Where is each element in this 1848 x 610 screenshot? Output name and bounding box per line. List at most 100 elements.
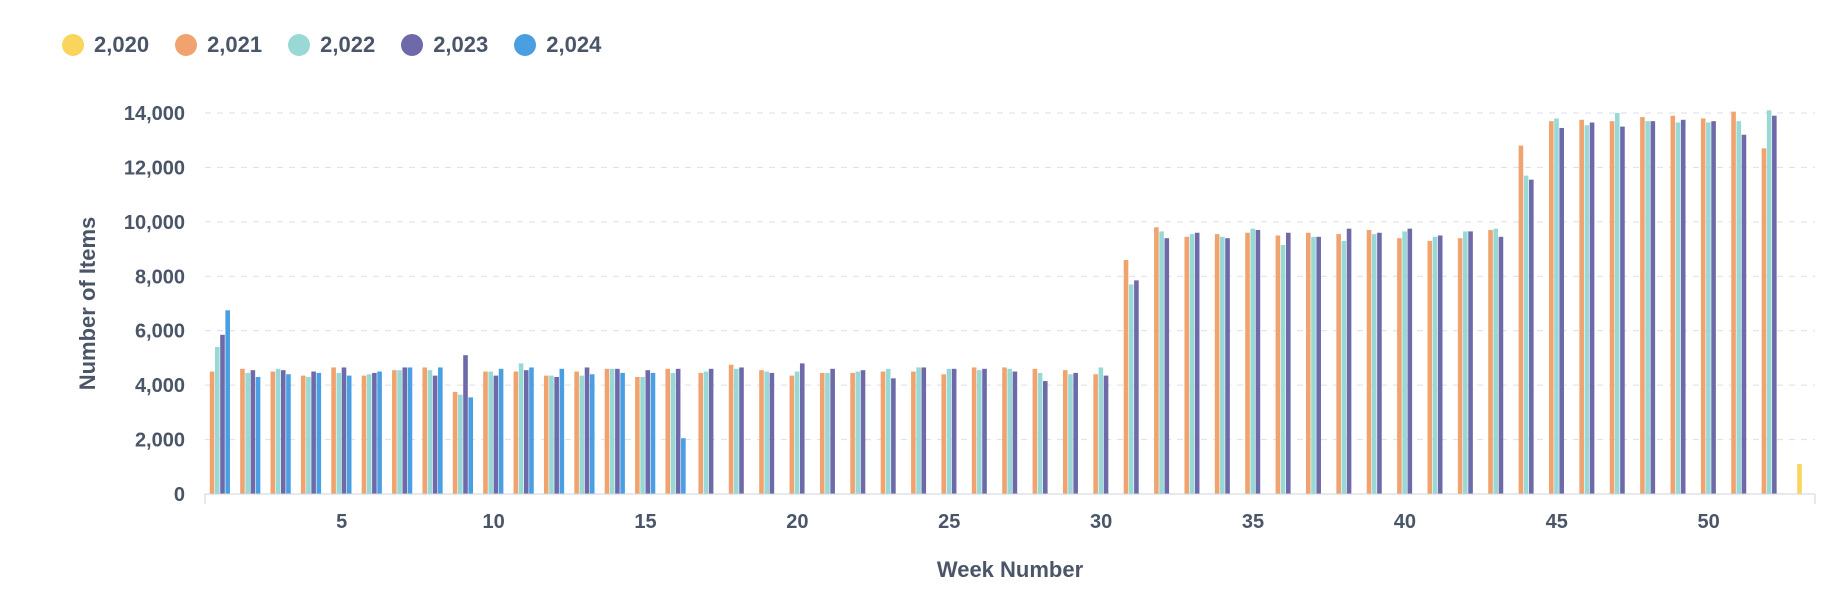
bar (1245, 232, 1250, 494)
bar (574, 371, 579, 494)
x-tick-label: 25 (938, 511, 960, 533)
bar (799, 363, 805, 494)
bar (1037, 372, 1043, 494)
bar (543, 375, 549, 494)
bar (1402, 231, 1407, 494)
bar (361, 375, 367, 494)
bar (609, 368, 615, 494)
legend-swatch (514, 34, 537, 56)
bar (422, 367, 428, 494)
bar (789, 375, 795, 494)
bar (1194, 232, 1200, 494)
bar (1123, 259, 1129, 494)
bar (739, 367, 744, 494)
bar (529, 367, 534, 494)
bar (911, 371, 916, 494)
bar (463, 355, 468, 494)
bar (432, 375, 438, 494)
bar (209, 371, 215, 494)
bar (523, 370, 529, 494)
bar (825, 372, 830, 494)
axes: 0 2,000 4,000 6,000 8,000 10,000 12,000 14,000 5… (124, 103, 1816, 533)
bar (498, 368, 504, 494)
bar (635, 376, 640, 494)
bar (1614, 113, 1620, 494)
y-tick-label: 6,000 (135, 321, 185, 343)
bar (1371, 234, 1377, 494)
legend-swatch (175, 34, 198, 56)
bar (1488, 230, 1493, 494)
bar (1164, 238, 1170, 494)
bar (488, 371, 493, 494)
bar (1377, 232, 1382, 494)
bar (1068, 374, 1073, 494)
bar (977, 370, 982, 494)
bar (604, 368, 610, 494)
x-axis-title: Week Number (937, 557, 1084, 582)
legend-item-3[interactable]: 2,023 (401, 32, 488, 58)
bar (1645, 121, 1650, 495)
legend-label: 2,021 (207, 32, 263, 57)
bar (1214, 234, 1220, 494)
bars (209, 110, 1802, 495)
bar (1523, 175, 1529, 495)
bar (1336, 234, 1341, 494)
bar (1498, 236, 1504, 494)
bar (275, 368, 281, 494)
bar (971, 367, 977, 494)
bar (1159, 231, 1164, 494)
y-tick-label: 12,000 (124, 157, 185, 179)
legend-item-2[interactable]: 2,022 (288, 32, 375, 58)
legend-label: 2,024 (546, 32, 602, 57)
y-tick-label: 10,000 (124, 212, 185, 234)
bar (1766, 110, 1772, 495)
bar (316, 372, 322, 494)
bar (1548, 121, 1554, 495)
y-tick-label: 14,000 (124, 103, 185, 125)
bar (493, 375, 499, 494)
bar (951, 368, 957, 494)
y-axis-title: Number of Items (75, 217, 100, 391)
bar (640, 376, 645, 494)
bar (1711, 121, 1716, 495)
bar (1518, 145, 1524, 494)
bar (377, 371, 382, 494)
bar (1311, 236, 1316, 494)
bar (1554, 118, 1559, 494)
bar (1305, 232, 1311, 494)
bar (468, 397, 474, 494)
legend-item-4[interactable]: 2,024 (514, 32, 601, 58)
bar (1463, 231, 1468, 494)
bar (438, 367, 443, 494)
bar (518, 363, 524, 494)
bar (1032, 368, 1038, 494)
bar (336, 372, 342, 494)
bar (1529, 179, 1534, 495)
bar (946, 368, 952, 494)
bar (397, 370, 402, 494)
bar (941, 374, 947, 494)
bar (589, 374, 595, 494)
bar (1579, 119, 1584, 494)
x-tick-label: 35 (1242, 511, 1264, 533)
bar (650, 372, 656, 494)
bar (1736, 121, 1742, 495)
bar (1103, 375, 1109, 494)
bar (1432, 236, 1438, 494)
bar (1275, 235, 1281, 494)
bar (250, 370, 256, 494)
bar (1797, 464, 1802, 494)
bar (1772, 115, 1777, 494)
bar (1589, 122, 1595, 495)
bar (483, 371, 488, 494)
x-tick-label: 5 (336, 511, 347, 533)
bar (1620, 126, 1625, 494)
bar (1189, 234, 1195, 494)
legend-item-1[interactable]: 2,021 (175, 32, 262, 58)
bar (728, 364, 734, 494)
bar (1002, 367, 1007, 494)
bar (670, 372, 676, 494)
bar (1640, 117, 1645, 494)
legend-item-0[interactable]: 2,020 (62, 32, 149, 58)
bar (1468, 231, 1473, 494)
